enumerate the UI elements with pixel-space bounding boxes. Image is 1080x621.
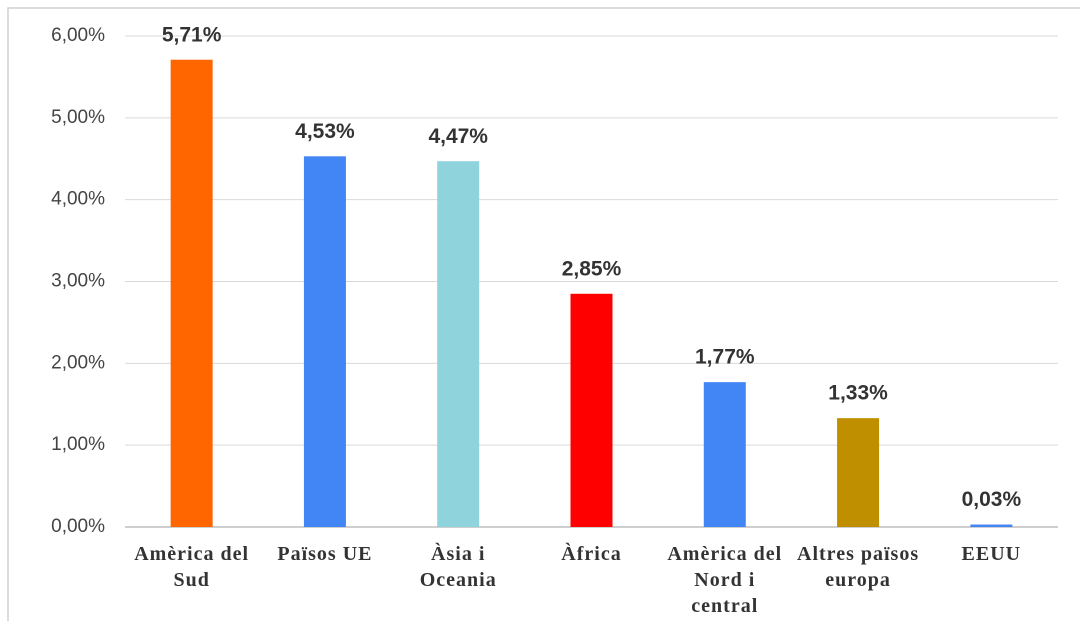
bar (703, 382, 746, 527)
x-tick-label: Amèrica del Sud (134, 543, 250, 591)
value-label: 4,47% (428, 125, 488, 148)
x-tick-label: Amèrica del Nord i central (667, 543, 783, 617)
x-tick-label: Altres països europa (797, 543, 920, 591)
bar (170, 59, 213, 528)
y-tick-label: 0,00% (51, 516, 105, 537)
value-label: 5,71% (162, 23, 222, 46)
value-label: 4,53% (295, 120, 355, 143)
x-tick-label: Àfrica (561, 543, 622, 565)
x-tick-label: EEUU (961, 543, 1022, 565)
value-label: 1,33% (828, 382, 888, 405)
bar (570, 293, 613, 527)
value-label: 2,85% (562, 257, 622, 280)
y-tick-label: 6,00% (51, 25, 105, 46)
bar (837, 418, 880, 527)
value-label: 0,03% (962, 488, 1022, 511)
y-tick-label: 2,00% (51, 352, 105, 373)
bar (970, 524, 1013, 527)
y-tick-label: 4,00% (51, 189, 105, 210)
y-tick-label: 5,00% (51, 107, 105, 128)
y-tick-label: 3,00% (51, 271, 105, 292)
bar (303, 156, 346, 528)
x-tick-label: Àsia i Oceania (419, 543, 497, 591)
bar (437, 161, 480, 527)
chart-frame (7, 7, 1080, 621)
y-tick-label: 1,00% (51, 434, 105, 455)
value-label: 1,77% (695, 346, 755, 369)
x-tick-label: Països UE (277, 543, 373, 565)
